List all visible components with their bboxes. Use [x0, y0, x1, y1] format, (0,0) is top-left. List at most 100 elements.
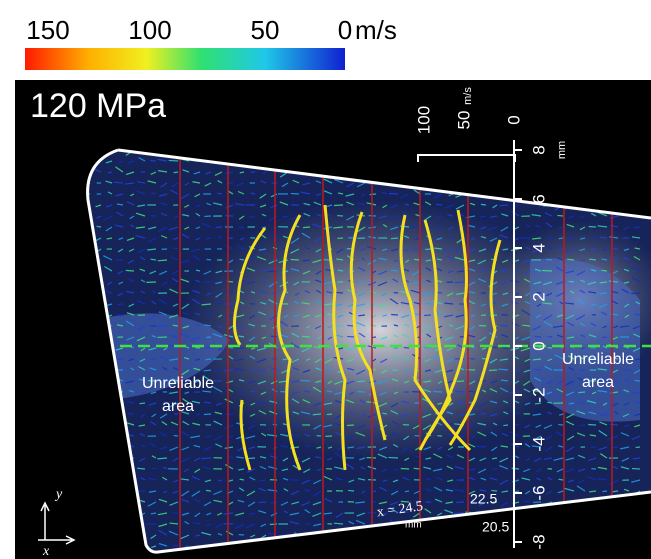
colorbar-tick: 0 — [338, 15, 352, 45]
vector — [601, 270, 607, 271]
vector — [636, 447, 640, 448]
vector — [602, 337, 607, 338]
vector — [126, 270, 134, 271]
vector — [602, 491, 607, 492]
vector — [535, 369, 541, 370]
colorbar-tick: 50 — [251, 15, 280, 45]
vector — [414, 259, 420, 260]
vector — [338, 270, 343, 271]
region-label: Unreliable — [562, 351, 634, 368]
vector — [590, 447, 596, 448]
colorbar-unit: m/s — [355, 15, 397, 45]
vector — [158, 260, 167, 261]
vector — [631, 293, 640, 294]
vector — [436, 204, 442, 205]
vector — [405, 491, 409, 492]
vector — [357, 391, 365, 392]
vector — [185, 546, 189, 547]
y-tick-label: -6 — [529, 485, 548, 500]
vector — [542, 270, 552, 271]
vector — [259, 502, 266, 503]
x-label: 22.5 — [470, 491, 497, 507]
vector — [500, 205, 508, 206]
vector — [251, 391, 255, 392]
vector — [512, 468, 519, 469]
vector — [482, 358, 486, 359]
vector — [207, 259, 211, 260]
vector — [457, 381, 464, 382]
vector — [610, 424, 618, 425]
axis-glyph-label: y — [54, 487, 63, 502]
vector — [578, 392, 585, 393]
vector — [174, 172, 178, 173]
vector — [404, 347, 409, 348]
vector — [357, 381, 365, 382]
vector — [260, 480, 266, 481]
y-tick-label: -4 — [529, 436, 548, 451]
vector — [151, 259, 156, 260]
vector — [503, 425, 508, 426]
vector — [347, 336, 354, 337]
vector — [547, 336, 552, 337]
vector — [535, 336, 541, 337]
vector — [391, 238, 398, 239]
y-tick-label: 2 — [529, 292, 548, 301]
vector — [567, 259, 574, 260]
region-label: area — [162, 398, 194, 415]
colorbar-tick: 100 — [128, 15, 171, 45]
vector — [370, 194, 376, 195]
vector — [206, 238, 211, 239]
vector — [240, 259, 244, 260]
vector — [455, 391, 464, 392]
y-tick-label: 6 — [529, 194, 548, 203]
vector — [327, 414, 332, 415]
vector — [257, 402, 266, 403]
scale-tick: 0 — [504, 115, 523, 124]
vector — [481, 204, 486, 205]
vector — [546, 259, 552, 260]
vector — [558, 424, 563, 425]
vector — [313, 414, 321, 415]
vector — [502, 347, 508, 348]
scale-tick: 100 — [414, 106, 433, 134]
vector — [613, 447, 618, 448]
vector — [206, 490, 211, 491]
vector — [303, 227, 310, 228]
vector — [139, 403, 145, 404]
vector — [404, 370, 409, 371]
vector — [454, 282, 464, 283]
vector — [581, 348, 585, 349]
vector — [334, 523, 343, 524]
vector — [410, 227, 420, 228]
vector — [433, 391, 442, 392]
axis-glyph-label: x — [42, 544, 50, 559]
vector — [559, 479, 563, 480]
vector — [579, 402, 585, 403]
vector — [173, 325, 178, 326]
x-unit: mm — [405, 520, 422, 531]
vector — [283, 359, 288, 360]
vector — [405, 204, 409, 205]
x-label: 20.5 — [482, 519, 509, 535]
vector — [412, 249, 420, 250]
colorbar-tick: 150 — [26, 15, 69, 45]
vector — [238, 227, 244, 228]
y-unit: mm — [556, 141, 568, 159]
vector — [347, 425, 354, 426]
vector — [206, 359, 211, 360]
vector — [569, 281, 574, 282]
vector — [579, 370, 585, 371]
figure: 150100500 m/s 120 MPa 100 — [0, 0, 651, 559]
vector — [348, 490, 354, 491]
vector — [580, 425, 585, 426]
vector — [97, 226, 101, 227]
vector — [157, 458, 167, 459]
vector — [600, 237, 607, 238]
y-tick-label: 0 — [529, 341, 548, 350]
vector — [389, 193, 398, 194]
vector — [301, 380, 310, 381]
vector — [204, 414, 211, 415]
vector — [599, 293, 607, 294]
vector — [414, 468, 420, 469]
vector — [581, 260, 585, 261]
